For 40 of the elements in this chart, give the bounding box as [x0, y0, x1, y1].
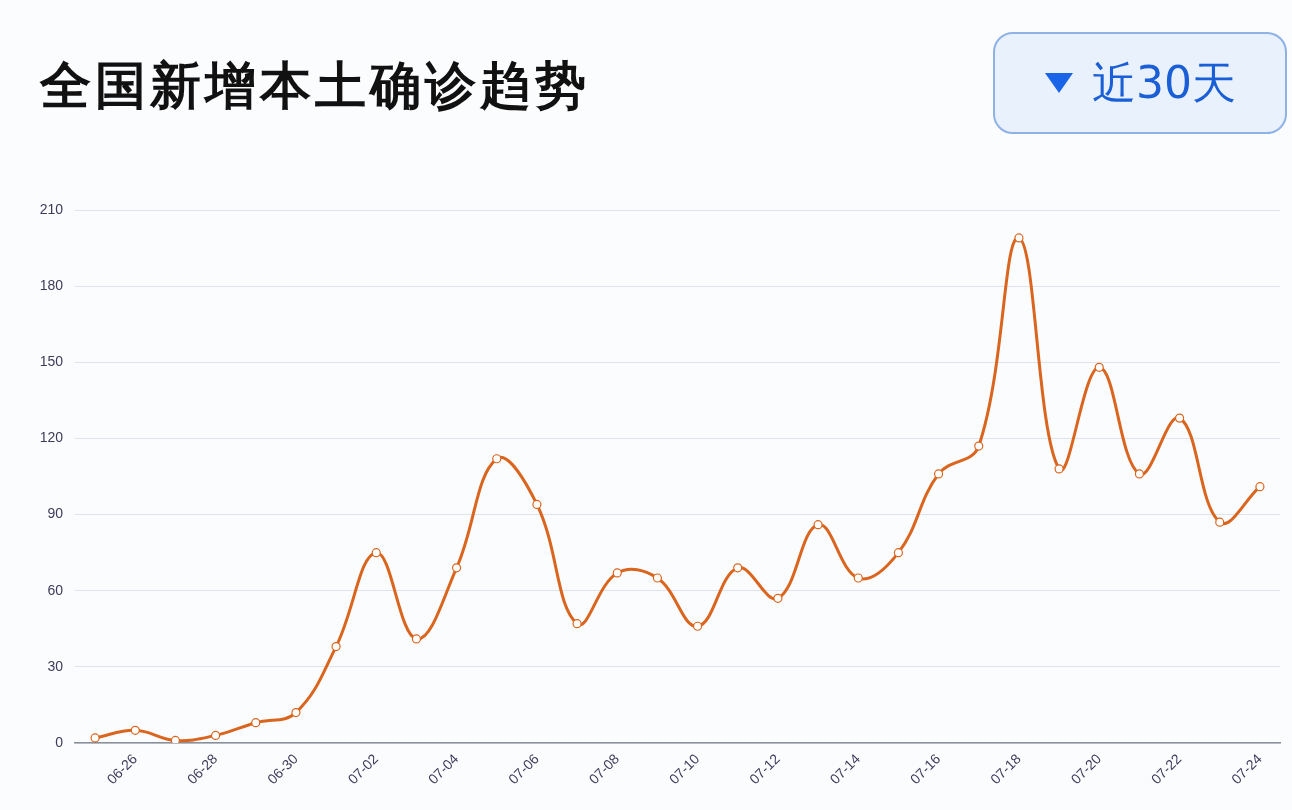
point — [532, 499, 542, 510]
y-tick-label: 210 — [39, 200, 64, 217]
point — [1134, 469, 1145, 479]
point — [130, 725, 140, 735]
point — [371, 548, 381, 558]
point — [612, 568, 622, 578]
point — [813, 520, 823, 530]
y-tick-label: 0 — [55, 733, 64, 750]
point — [933, 469, 944, 479]
point — [652, 573, 663, 583]
point — [492, 454, 502, 464]
y-tick-label: 120 — [39, 429, 64, 446]
y-tick-label: 90 — [47, 505, 64, 522]
y-tick-label: 30 — [47, 657, 64, 674]
point — [90, 733, 100, 743]
y-tick-label: 60 — [47, 581, 64, 598]
y-tick-label: 180 — [39, 277, 64, 293]
point — [1255, 482, 1265, 492]
point — [893, 548, 904, 558]
y-tick-label: 150 — [39, 353, 64, 370]
point — [210, 730, 221, 740]
chart-title: 全国新增本土确诊趋势 — [40, 55, 590, 117]
point — [170, 735, 181, 743]
point — [251, 718, 261, 728]
point — [1054, 464, 1064, 474]
point — [1215, 517, 1225, 527]
point — [411, 634, 422, 644]
point — [1094, 362, 1104, 372]
point — [773, 593, 783, 603]
point — [974, 441, 984, 451]
point — [572, 619, 582, 629]
point — [291, 707, 301, 718]
point — [1014, 233, 1024, 243]
point — [853, 573, 863, 583]
point — [692, 621, 703, 631]
point — [331, 641, 341, 652]
point — [733, 563, 743, 573]
text: 近30天 — [1092, 55, 1236, 110]
point — [1174, 413, 1185, 423]
point — [451, 563, 462, 573]
